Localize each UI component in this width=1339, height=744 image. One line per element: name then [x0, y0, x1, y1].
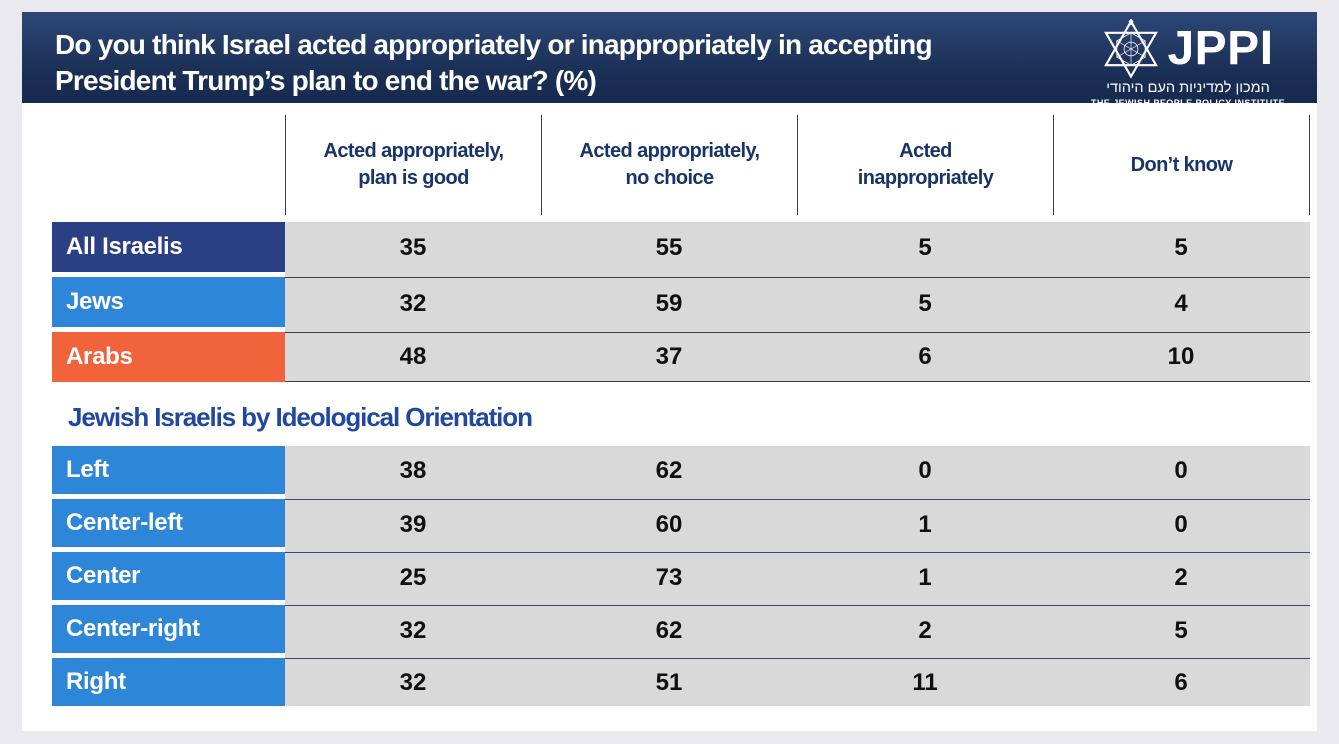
title-line-2: President Trump’s plan to end the war? (… — [55, 65, 597, 96]
data-cell: 39 — [399, 511, 427, 538]
data-cell: 32 — [399, 617, 427, 644]
column-header-4: Don’t know — [1053, 115, 1310, 215]
data-cell: 0 — [918, 457, 932, 484]
row-data: 38 62 0 0 — [285, 446, 1310, 499]
column-header-text: inappropriately — [857, 167, 994, 189]
data-cell: 5 — [918, 234, 932, 261]
column-header-3: Acted inappropriately — [797, 115, 1053, 215]
data-cell: 51 — [655, 669, 683, 696]
table-row: Jews 32 59 5 4 — [52, 277, 1310, 332]
data-cell: 55 — [655, 234, 683, 261]
row-label: Left — [52, 446, 285, 494]
data-cell: 48 — [399, 343, 427, 370]
logo-hebrew-name: המכון למדיניות העם היהודי — [1106, 80, 1270, 96]
logo-english-name: THE JEWISH PEOPLE POLICY INSTITUTE — [1090, 98, 1286, 108]
data-cell: 4 — [1174, 290, 1188, 317]
content-card: Do you think Israel acted appropriately … — [22, 12, 1317, 731]
section-ideology: Left 38 62 0 0 Center-left 39 60 1 0 Cen — [52, 446, 1310, 706]
row-data: 25 73 1 2 — [285, 552, 1310, 605]
data-cell: 5 — [918, 290, 932, 317]
row-label: Jews — [52, 277, 285, 327]
row-label: Arabs — [52, 332, 285, 382]
star-of-david-icon — [1104, 19, 1159, 79]
data-cell: 35 — [399, 234, 427, 261]
data-cell: 59 — [655, 290, 683, 317]
title-line-1: Do you think Israel acted appropriately … — [55, 29, 933, 60]
row-label: Center — [52, 552, 285, 600]
logo-top-row: JPPI — [1102, 19, 1273, 79]
table-row: Center 25 73 1 2 — [52, 552, 1310, 605]
data-cell: 37 — [655, 343, 683, 370]
data-cell: 32 — [399, 669, 427, 696]
jppi-logo: JPPI המכון למדיניות העם היהודי THE JEWIS… — [1083, 19, 1293, 108]
data-cell: 2 — [918, 617, 932, 644]
data-cell: 5 — [1174, 617, 1188, 644]
header-bar: Do you think Israel acted appropriately … — [22, 12, 1317, 108]
data-cell: 38 — [399, 457, 427, 484]
column-header-text: plan is good — [358, 167, 469, 189]
row-data: 48 37 6 10 — [285, 332, 1310, 382]
column-header-text: no choice — [625, 167, 715, 189]
table-row: Center-left 39 60 1 0 — [52, 499, 1310, 552]
table-row: Right 32 51 11 6 — [52, 658, 1310, 706]
column-header-spacer — [52, 115, 285, 215]
data-cell: 60 — [655, 511, 683, 538]
page-title: Do you think Israel acted appropriately … — [22, 12, 1317, 99]
logo-acronym: JPPI — [1167, 22, 1274, 75]
row-data: 35 55 5 5 — [285, 222, 1310, 277]
column-header-text: Acted appropriately, — [323, 140, 505, 162]
data-cell: 0 — [1174, 511, 1188, 538]
row-data: 32 51 11 6 — [285, 658, 1310, 706]
table-row: Center-right 32 62 2 5 — [52, 605, 1310, 658]
row-data: 32 59 5 4 — [285, 277, 1310, 332]
data-cell: 2 — [1174, 564, 1188, 591]
row-data: 39 60 1 0 — [285, 499, 1310, 552]
data-cell: 1 — [918, 511, 932, 538]
section-title: Jewish Israelis by Ideological Orientati… — [68, 402, 533, 432]
data-cell: 5 — [1174, 234, 1188, 261]
data-cell: 6 — [1174, 669, 1188, 696]
column-header-2: Acted appropriately, no choice — [541, 115, 797, 215]
data-cell: 11 — [912, 669, 938, 696]
data-cell: 73 — [655, 564, 683, 591]
column-header-1: Acted appropriately, plan is good — [285, 115, 541, 215]
data-cell: 25 — [399, 564, 427, 591]
row-label: All Israelis — [52, 222, 285, 272]
data-cell: 6 — [918, 343, 932, 370]
data-cell: 0 — [1174, 457, 1188, 484]
table-row: All Israelis 35 55 5 5 — [52, 222, 1310, 277]
table-row: Left 38 62 0 0 — [52, 446, 1310, 499]
table-row: Arabs 48 37 6 10 — [52, 332, 1310, 382]
section-all-groups: All Israelis 35 55 5 5 Jews 32 59 5 4 Ar — [52, 222, 1310, 382]
row-data: 32 62 2 5 — [285, 605, 1310, 658]
column-header-text: Don’t know — [1130, 153, 1233, 176]
row-label: Center-right — [52, 605, 285, 653]
data-cell: 62 — [655, 457, 683, 484]
data-cell: 1 — [918, 564, 932, 591]
data-cell: 62 — [655, 617, 683, 644]
column-header-row: Acted appropriately, plan is good Acted … — [52, 115, 1310, 215]
row-label: Right — [52, 658, 285, 706]
results-table: Acted appropriately, plan is good Acted … — [22, 103, 1317, 706]
column-header-text: Acted — [899, 140, 952, 162]
data-cell: 10 — [1167, 343, 1195, 370]
row-label: Center-left — [52, 499, 285, 547]
data-cell: 32 — [399, 290, 427, 317]
column-header-text: Acted appropriately, — [579, 140, 761, 162]
